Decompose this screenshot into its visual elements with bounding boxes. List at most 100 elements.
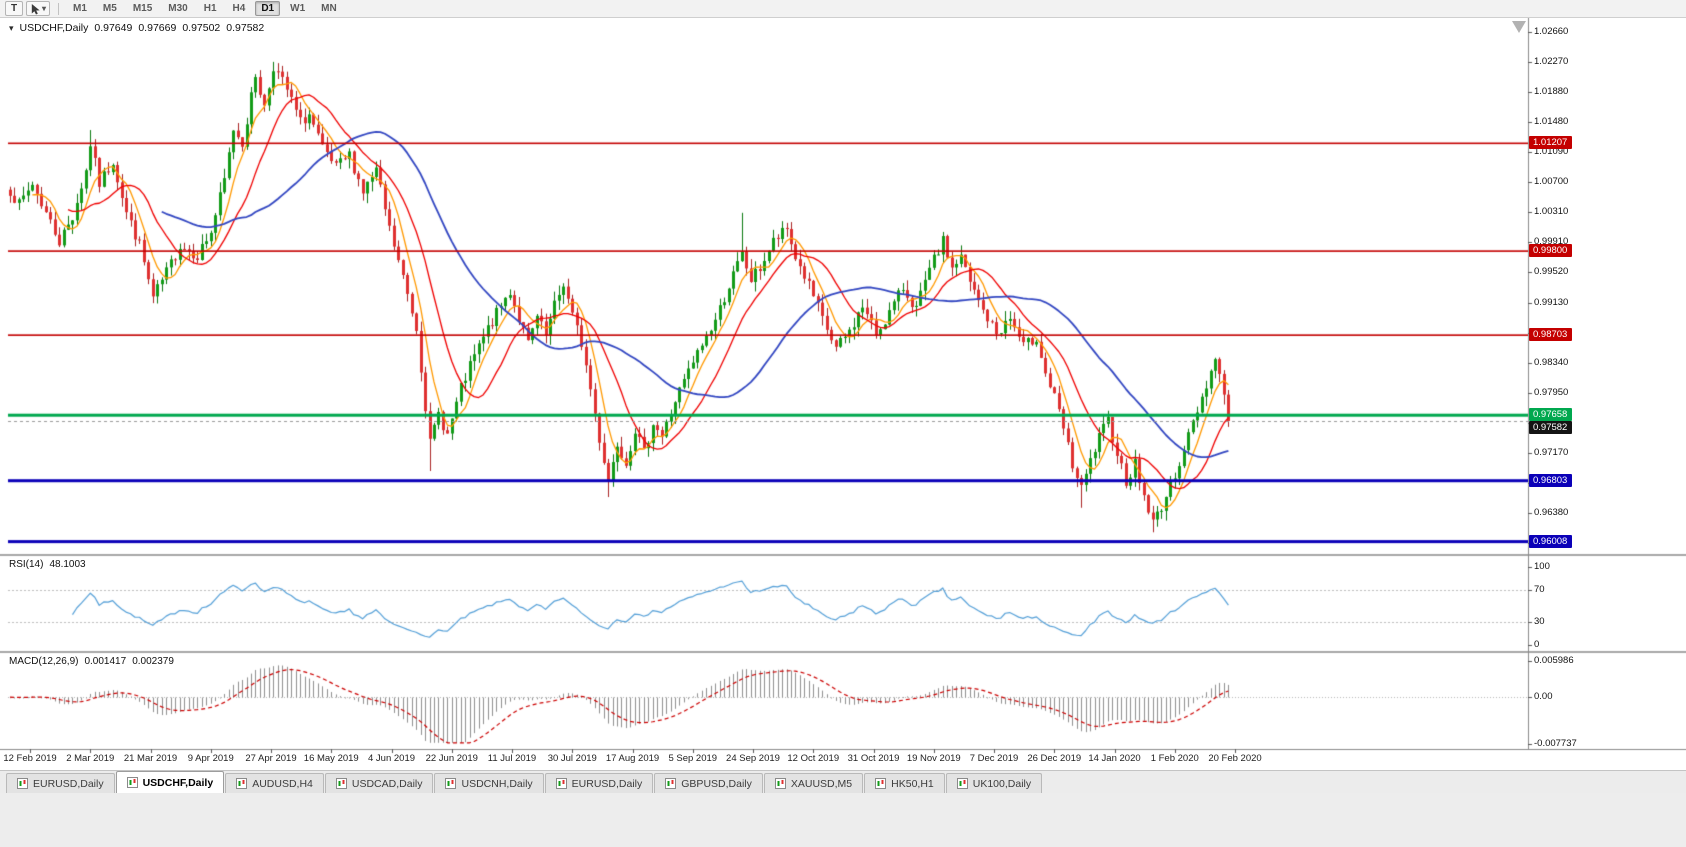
- date-scale-label: 27 Apr 2019: [245, 753, 297, 764]
- current-price-flag: 0.97582: [1529, 421, 1573, 435]
- chart-tab-hk50-h1[interactable]: HK50,H1: [864, 773, 945, 793]
- timeframe-button-w1[interactable]: W1: [284, 1, 311, 16]
- text-tool-button[interactable]: T: [5, 1, 23, 16]
- timeframe-button-h4[interactable]: H4: [227, 1, 252, 16]
- date-scale-label: 4 Jun 2019: [367, 753, 416, 764]
- macd-indicator-label: MACD(12,26,9) 0.001417 0.002379: [9, 656, 174, 667]
- mini-chart-icon: [335, 778, 347, 789]
- date-scale-label: 16 May 2019: [303, 753, 359, 764]
- one-click-trading-toggle-icon[interactable]: ▾: [9, 22, 14, 33]
- level-price-flag: 0.97658: [1529, 408, 1573, 422]
- chart-tab-label: UK100,Daily: [972, 777, 1032, 790]
- macd-scale-label: -0.007737: [1534, 738, 1577, 749]
- timeframe-button-m1[interactable]: M1: [67, 1, 93, 16]
- price-scale-label: 0.96380: [1534, 506, 1569, 518]
- date-scale-label: 1 Feb 2020: [1150, 753, 1199, 764]
- rsi-indicator-label: RSI(14) 48.1003: [9, 559, 86, 570]
- rsi-name: RSI(14): [9, 559, 44, 570]
- level-price-flag: 0.99800: [1529, 244, 1573, 258]
- price-scale-label: 0.97170: [1534, 446, 1569, 458]
- date-scale-label: 20 Feb 2020: [1208, 753, 1262, 764]
- chart-tab-uk100-daily[interactable]: UK100,Daily: [945, 773, 1043, 793]
- timeframe-buttons-group: M1 M5 M15 M30 H1 H4 D1 W1 MN: [67, 1, 343, 16]
- chart-tabs-bar: EURUSD,Daily USDCHF,Daily AUDUSD,H4 USDCAD,…: [0, 770, 1686, 793]
- chart-tab-eurusd-daily[interactable]: EURUSD,Daily: [6, 773, 115, 793]
- chart-shift-marker[interactable]: [1512, 21, 1526, 33]
- rsi-scale-label: 70: [1534, 584, 1545, 596]
- price-scale-label: 0.98340: [1534, 356, 1569, 368]
- chart-tab-audusd-h4[interactable]: AUDUSD,H4: [225, 773, 324, 793]
- chart-tab-label: EURUSD,Daily: [571, 777, 643, 790]
- date-scale-label: 21 Mar 2019: [123, 753, 178, 764]
- chart-tab-label: HK50,H1: [891, 777, 934, 790]
- mini-chart-icon: [774, 778, 786, 789]
- symbol-period-label: USDCHF,Daily: [19, 22, 89, 34]
- date-scale-label: 12 Oct 2019: [787, 753, 840, 764]
- chart-window: ▾ USDCHF,Daily 0.97649 0.97669 0.97502 0…: [0, 18, 1686, 770]
- date-scale-label: 26 Dec 2019: [1027, 753, 1082, 764]
- timeframe-button-m15[interactable]: M15: [127, 1, 158, 16]
- price-scale-label: 0.97950: [1534, 386, 1569, 398]
- top-toolbar: T ▾ M1 M5 M15 M30 H1 H4 D1 W1 MN: [0, 0, 1686, 18]
- mini-chart-icon: [555, 778, 567, 789]
- rsi-scale-label: 100: [1534, 561, 1550, 572]
- toolbar-separator: [58, 2, 60, 15]
- date-scale-label: 12 Feb 2019: [3, 753, 57, 764]
- dropdown-caret-icon: ▾: [42, 3, 47, 13]
- price-scale-label: 1.00700: [1534, 176, 1569, 188]
- price-scale-label: 0.99130: [1534, 296, 1569, 308]
- chart-tab-label: USDCAD,Daily: [351, 777, 423, 790]
- rsi-scale-label: 30: [1534, 615, 1545, 627]
- timeframe-button-m5[interactable]: M5: [97, 1, 123, 16]
- price-scale-label: 1.01880: [1534, 86, 1569, 98]
- rsi-scale-label: 0: [1534, 639, 1540, 650]
- price-scale-label: 1.02660: [1534, 26, 1569, 37]
- date-scale-label: 5 Sep 2019: [668, 753, 718, 764]
- macd-name: MACD(12,26,9): [9, 656, 79, 667]
- price-scale-label: 0.99520: [1534, 266, 1569, 278]
- date-scale-label: 19 Nov 2019: [906, 753, 961, 764]
- timeframe-button-h1[interactable]: H1: [198, 1, 223, 16]
- cursor-tool-button[interactable]: ▾: [26, 1, 51, 16]
- price-scale-label: 1.02270: [1534, 56, 1569, 68]
- low-value: 0.97502: [182, 22, 221, 34]
- timeframe-button-mn[interactable]: MN: [315, 1, 343, 16]
- date-scale-label: 9 Apr 2019: [187, 753, 234, 764]
- macd-main-value: 0.001417: [84, 656, 127, 667]
- chart-tab-label: EURUSD,Daily: [33, 777, 104, 790]
- chart-tab-label: GBPUSD,Daily: [681, 777, 752, 790]
- macd-signal-value: 0.002379: [132, 656, 174, 667]
- date-scale-label: 11 Jul 2019: [487, 753, 537, 764]
- text-tool-label: T: [10, 3, 18, 14]
- price-scale-label: 0.99910: [1534, 236, 1569, 248]
- mini-chart-icon: [126, 777, 138, 788]
- mini-chart-icon: [875, 778, 887, 789]
- chart-tab-usdchf-daily[interactable]: USDCHF,Daily: [115, 771, 225, 793]
- price-chart-canvas[interactable]: [0, 18, 1686, 770]
- chart-tab-usdcnh-daily[interactable]: USDCNH,Daily: [434, 773, 544, 793]
- price-scale-label: 1.00310: [1534, 206, 1569, 218]
- chart-tab-eurusd-daily[interactable]: EURUSD,Daily: [544, 773, 654, 793]
- chart-header: ▾ USDCHF,Daily 0.97649 0.97669 0.97502 0…: [9, 22, 264, 34]
- mini-chart-icon: [445, 778, 457, 789]
- chart-tab-label: AUDUSD,H4: [252, 777, 313, 790]
- chart-tab-usdcad-daily[interactable]: USDCAD,Daily: [324, 773, 434, 793]
- date-scale-label: 17 Aug 2019: [605, 753, 660, 764]
- price-scale-label: 1.01480: [1534, 116, 1569, 128]
- macd-scale-label: 0.005986: [1534, 655, 1574, 666]
- timeframe-button-d1[interactable]: D1: [255, 1, 281, 16]
- chart-tab-label: USDCHF,Daily: [142, 776, 214, 789]
- date-scale-label: 31 Oct 2019: [847, 753, 900, 764]
- chart-tab-xauusd-m5[interactable]: XAUUSD,M5: [763, 773, 864, 793]
- mini-chart-icon: [956, 778, 968, 789]
- close-value: 0.97582: [226, 22, 265, 34]
- bottom-filler: [0, 793, 1686, 847]
- price-scale-label: 1.01090: [1534, 146, 1569, 158]
- chart-tab-gbpusd-daily[interactable]: GBPUSD,Daily: [654, 773, 763, 793]
- open-value: 0.97649: [94, 22, 133, 34]
- chart-tab-label: XAUUSD,M5: [790, 777, 853, 790]
- macd-scale-label: 0.00: [1534, 691, 1553, 703]
- date-scale-label: 7 Dec 2019: [969, 753, 1019, 764]
- date-scale-label: 2 Mar 2019: [66, 753, 115, 764]
- timeframe-button-m30[interactable]: M30: [162, 1, 193, 16]
